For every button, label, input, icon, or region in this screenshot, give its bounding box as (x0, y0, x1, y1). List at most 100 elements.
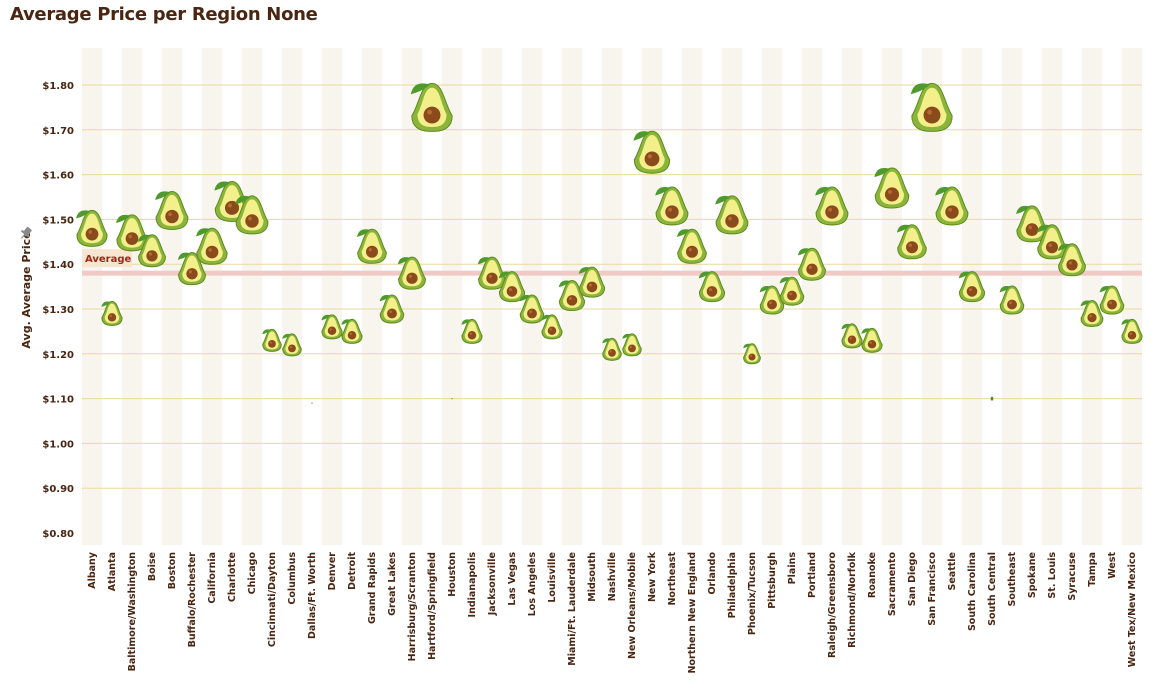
data-point-avocado[interactable] (633, 130, 671, 174)
y-tick-label: $1.70 (42, 126, 74, 137)
data-point-avocado[interactable] (1080, 299, 1104, 327)
pin-icon[interactable] (18, 225, 34, 241)
column-band (442, 48, 462, 545)
data-point-avocado[interactable] (177, 252, 206, 286)
y-tick-label: $1.10 (42, 395, 74, 406)
data-point-avocado[interactable] (196, 227, 228, 265)
data-point-avocado[interactable] (321, 314, 343, 340)
data-point-avocado[interactable] (311, 402, 313, 404)
x-tick-label: Atlanta (107, 552, 118, 591)
data-point-avocado[interactable] (999, 285, 1025, 315)
data-point-avocado[interactable] (451, 398, 453, 400)
x-tick-label: Grand Rapids (367, 552, 378, 624)
data-point-avocado[interactable] (698, 271, 726, 303)
chart-title: Average Price per Region None (10, 4, 318, 25)
x-tick-label: South Central (987, 552, 998, 626)
x-tick-label: Chicago (247, 552, 258, 595)
data-point-avocado[interactable] (519, 294, 545, 324)
data-point-avocado[interactable] (990, 396, 994, 401)
x-tick-label: Phoenix/Tucson (747, 552, 758, 635)
data-point-avocado[interactable] (541, 314, 563, 340)
data-point-avocado[interactable] (897, 224, 927, 260)
data-point-avocado[interactable] (76, 209, 108, 247)
column-band (682, 48, 702, 545)
data-point-avocado[interactable] (1057, 243, 1086, 277)
data-point-avocado[interactable] (958, 271, 986, 303)
x-tick-label: Raleigh/Greensboro (827, 552, 838, 659)
data-point-avocado[interactable] (477, 256, 506, 290)
data-point-avocado[interactable] (861, 327, 883, 353)
data-point-avocado[interactable] (578, 266, 606, 298)
x-tick-label: Hartford/Springfield (427, 552, 438, 660)
x-tick-label: West (1107, 552, 1118, 579)
x-tick-label: Louisville (547, 552, 558, 603)
data-point-avocado[interactable] (655, 186, 689, 226)
data-point-avocado[interactable] (797, 247, 826, 281)
data-point-avocado[interactable] (155, 190, 189, 230)
column-band (842, 48, 862, 545)
data-point-avocado[interactable] (101, 300, 123, 326)
column-band (82, 48, 102, 545)
data-point-avocado[interactable] (1121, 318, 1143, 344)
column-band (142, 48, 162, 545)
data-point-avocado[interactable] (262, 328, 282, 352)
x-tick-label: Las Vegas (507, 552, 518, 606)
column-band (302, 48, 322, 545)
column-band (362, 48, 382, 545)
data-point-avocado[interactable] (935, 186, 969, 226)
data-point-avocado[interactable] (622, 333, 642, 357)
data-point-avocado[interactable] (498, 271, 526, 303)
column-band (742, 48, 762, 545)
x-tick-label: Denver (327, 552, 338, 591)
data-point-avocado[interactable] (715, 195, 749, 235)
x-tick-label: Jacksonville (487, 552, 498, 616)
column-band (862, 48, 882, 545)
data-point-avocado[interactable] (874, 167, 910, 209)
data-point-avocado[interactable] (116, 214, 148, 252)
data-point-avocado[interactable] (677, 228, 707, 264)
column-band (902, 48, 922, 545)
data-point-avocado[interactable] (759, 285, 785, 315)
column-band (802, 48, 822, 545)
data-point-avocado[interactable] (602, 337, 622, 361)
x-tick-label: Spokane (1027, 552, 1038, 598)
data-point-avocado[interactable] (410, 82, 453, 132)
y-tick-label: $1.60 (42, 171, 74, 182)
y-tick-label: $1.80 (42, 81, 74, 92)
data-point-avocado[interactable] (743, 343, 761, 365)
data-point-avocado[interactable] (397, 256, 426, 290)
data-point-avocado[interactable] (235, 195, 269, 235)
data-point-avocado[interactable] (910, 82, 953, 132)
data-point-avocado[interactable] (282, 333, 302, 357)
x-tick-label: Pittsburgh (767, 552, 778, 609)
x-tick-label: South Carolina (967, 552, 978, 631)
data-point-avocado[interactable] (379, 294, 405, 324)
column-band (182, 48, 202, 545)
data-point-avocado[interactable] (815, 186, 849, 226)
data-point-avocado[interactable] (1099, 285, 1125, 315)
column-band (282, 48, 302, 545)
data-point-avocado[interactable] (357, 228, 387, 264)
data-point-avocado[interactable] (841, 323, 863, 349)
x-tick-label: Dallas/Ft. Worth (307, 552, 318, 639)
column-band (162, 48, 182, 545)
x-tick-label: Philadelphia (727, 552, 738, 618)
data-point-avocado[interactable] (779, 276, 805, 306)
column-band (982, 48, 1002, 545)
avocado-markers (76, 82, 1143, 404)
x-tick-label: Charlotte (227, 552, 238, 602)
x-tick-label: Houston (447, 552, 458, 597)
data-point-avocado[interactable] (461, 318, 483, 344)
data-point-avocado[interactable] (341, 318, 363, 344)
column-band (942, 48, 962, 545)
data-point-avocado[interactable] (558, 280, 586, 312)
y-tick-label: $1.00 (42, 439, 74, 450)
column-band (262, 48, 282, 545)
data-point-avocado[interactable] (137, 234, 166, 268)
column-band (122, 48, 142, 545)
column-band (422, 48, 442, 545)
x-tick-label: Los Angeles (527, 552, 538, 617)
x-tick-label: St. Louis (1047, 552, 1058, 599)
x-tick-label: Northern New England (687, 552, 698, 673)
